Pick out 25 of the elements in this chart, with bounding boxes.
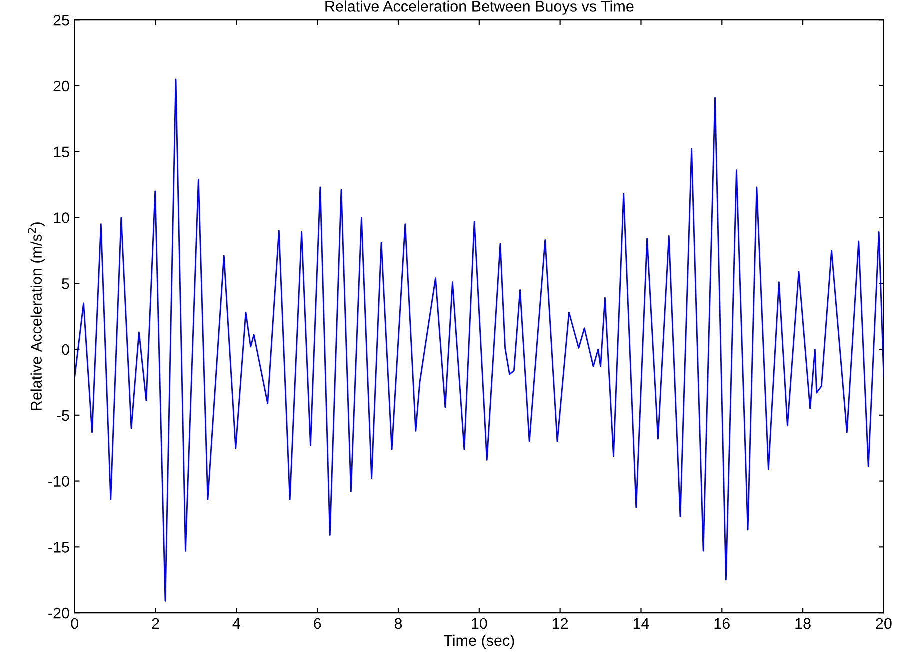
y-tick-label: 10 (54, 212, 70, 224)
x-tick-label: 16 (714, 618, 730, 630)
x-tick-label: 10 (472, 618, 488, 630)
chart-title: Relative Acceleration Between Buoys vs Time (326, 0, 634, 15)
x-tick-label: 8 (394, 618, 402, 630)
x-tick-label: 20 (876, 618, 892, 630)
y-axis-title: Relative Acceleration (m/s$^{2}$) (28, 222, 45, 410)
x-tick-label: 14 (634, 618, 650, 629)
y-tick-label: 20 (54, 80, 70, 92)
y-tick-label: -20 (48, 608, 70, 619)
x-tick-label: 4 (232, 618, 240, 629)
x-tick-label: 6 (314, 618, 322, 630)
y-tick-label: 5 (62, 278, 70, 290)
x-tick-label: 2 (152, 618, 160, 629)
line-series (74, 78, 884, 602)
y-tick-label: -5 (57, 410, 70, 422)
x-axis-title: Time (sec) (444, 634, 514, 650)
y-tick-label: -15 (48, 542, 70, 553)
y-tick-label: 25 (54, 14, 70, 26)
y-tick-label: -10 (48, 476, 70, 487)
x-tick-label: 12 (552, 618, 568, 629)
y-tick-label: 15 (54, 146, 70, 158)
y-tick-label: 0 (62, 344, 70, 356)
x-tick-label: 18 (796, 618, 811, 630)
x-tick-label: 0 (71, 618, 79, 630)
